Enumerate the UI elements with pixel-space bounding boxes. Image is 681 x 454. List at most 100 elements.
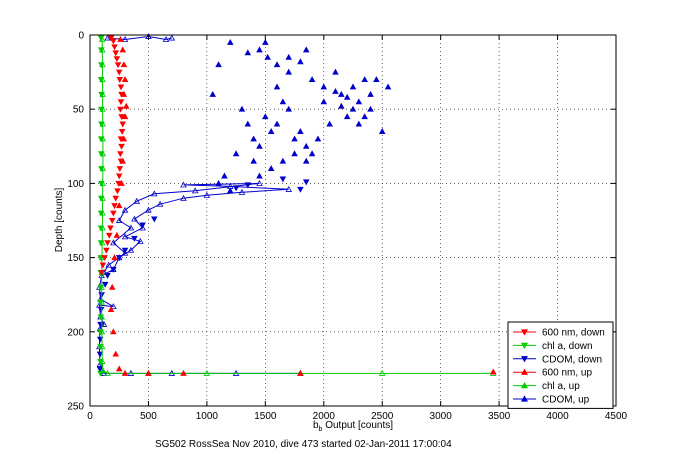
axis-ticks: 0 500 1000 1500 2000 2500 3000 3500 4000 4500 0 50 1… — [67, 31, 627, 423]
data-point — [232, 150, 240, 157]
data-point — [111, 203, 118, 210]
data-point — [256, 142, 263, 149]
data-point — [267, 165, 275, 172]
x-tick-label: 3000 — [430, 411, 453, 422]
data-point — [168, 34, 176, 41]
data-point — [110, 266, 117, 273]
data-point — [302, 46, 310, 53]
data-point — [97, 77, 105, 83]
data-point — [314, 135, 322, 142]
data-point — [115, 180, 122, 187]
data-point — [116, 166, 124, 172]
data-point — [97, 299, 104, 306]
data-point — [297, 369, 304, 376]
series-group — [96, 176, 310, 373]
data-point — [238, 188, 246, 195]
data-point — [96, 366, 104, 373]
data-point — [361, 76, 368, 82]
data-point — [97, 195, 105, 202]
data-point — [110, 239, 117, 246]
data-point — [121, 249, 129, 256]
data-point — [367, 90, 374, 97]
data-point — [98, 180, 105, 187]
data-point — [121, 36, 129, 42]
data-point — [226, 38, 234, 45]
data-point — [256, 172, 263, 179]
data-point — [98, 269, 105, 276]
data-point — [107, 225, 114, 232]
data-point — [98, 106, 105, 113]
data-point — [118, 143, 125, 150]
series-group — [209, 38, 392, 194]
data-point — [139, 224, 146, 231]
data-point — [221, 172, 228, 179]
data-point — [297, 58, 304, 65]
data-point — [180, 369, 187, 376]
data-point — [97, 370, 104, 377]
data-point — [131, 235, 138, 242]
data-point — [110, 303, 117, 310]
data-point — [279, 176, 287, 183]
x-tick-label: 500 — [140, 411, 157, 422]
data-point — [489, 368, 497, 375]
data-point — [320, 98, 328, 105]
data-point — [117, 106, 124, 113]
data-point — [115, 173, 123, 180]
data-point — [118, 114, 125, 121]
data-point — [308, 76, 316, 82]
data-point — [355, 98, 363, 105]
data-point — [127, 246, 135, 253]
data-point — [110, 210, 117, 217]
data-point — [98, 166, 105, 172]
data-point — [273, 120, 281, 127]
legend-swatch-marker — [521, 368, 528, 375]
data-point — [302, 157, 310, 164]
legend-swatch-marker — [521, 329, 528, 336]
x-tick-label: 4500 — [605, 411, 628, 422]
data-point — [291, 135, 298, 142]
data-point — [256, 46, 263, 53]
data-point — [115, 202, 123, 209]
data-point — [113, 56, 121, 63]
data-point — [108, 218, 116, 224]
series-group — [97, 35, 105, 377]
data-point — [131, 215, 138, 222]
data-point — [355, 120, 363, 127]
data-point — [103, 247, 110, 254]
data-point — [97, 314, 105, 321]
data-point — [118, 128, 126, 135]
data-point — [97, 210, 105, 217]
legend: 600 nm, down chl a, down CDOM, down 600 nm,… — [507, 321, 614, 409]
legend-label: chl a, up — [542, 381, 580, 392]
data-point — [180, 194, 187, 201]
data-point — [120, 61, 128, 68]
data-point — [119, 121, 127, 128]
legend-label: 600 nm, down — [542, 328, 605, 339]
y-axis-label: Depth [counts] — [54, 188, 65, 253]
data-point — [285, 68, 292, 75]
data-point — [145, 206, 152, 213]
data-point — [117, 158, 125, 165]
data-point — [97, 329, 104, 336]
legend-label: 600 nm, up — [542, 368, 592, 379]
data-point — [112, 195, 119, 202]
data-point — [113, 231, 121, 238]
data-point — [96, 351, 104, 358]
data-point — [273, 83, 281, 90]
data-point — [99, 262, 107, 269]
data-point — [115, 217, 123, 223]
data-point — [98, 151, 105, 158]
legend-swatch-marker — [521, 342, 528, 350]
data-point — [244, 49, 252, 56]
data-point — [133, 197, 141, 204]
data-point — [97, 225, 105, 232]
data-point — [279, 157, 287, 164]
legend-swatch-marker — [521, 356, 528, 363]
data-point — [349, 83, 357, 90]
data-point — [145, 369, 152, 376]
data-point — [320, 83, 328, 90]
data-point — [117, 136, 125, 143]
data-point — [98, 62, 105, 69]
x-tick-label: 3500 — [488, 411, 511, 422]
data-point — [264, 53, 271, 60]
